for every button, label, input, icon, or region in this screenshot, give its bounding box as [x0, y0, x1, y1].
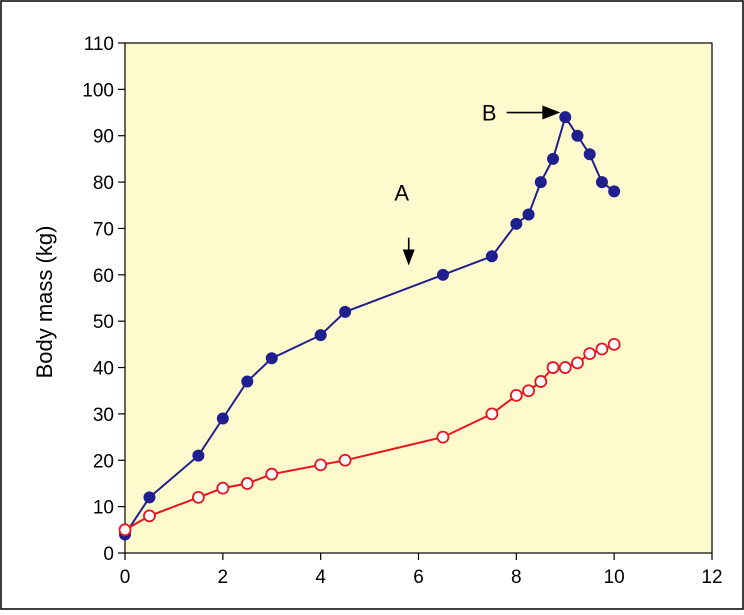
y-tick-label: 60: [93, 266, 114, 287]
y-axis: 0 10 20 30 40 50 60 70 80 90 100 110: [82, 34, 125, 565]
data-point: [339, 305, 352, 318]
data-point: [216, 481, 230, 495]
x-tick-label: 4: [315, 567, 326, 588]
data-point: [534, 176, 547, 189]
y-tick-label: 10: [93, 498, 114, 519]
data-point: [583, 148, 596, 161]
data-point: [571, 356, 584, 370]
y-axis-title: Body mass (kg): [32, 226, 57, 379]
y-tick-label: 30: [93, 405, 114, 426]
data-point: [314, 458, 328, 472]
plot-area: [124, 42, 713, 554]
data-point: [314, 329, 327, 342]
data-point: [534, 375, 548, 388]
data-point: [338, 453, 352, 467]
series-1: [119, 111, 621, 541]
data-point: [265, 467, 279, 481]
annotation-label: B: [482, 101, 497, 126]
data-point: [595, 342, 609, 356]
y-tick-label: 50: [93, 312, 114, 333]
data-point: [436, 268, 449, 281]
data-point: [607, 337, 621, 351]
y-tick-label: 70: [93, 219, 114, 240]
x-tick-label: 12: [701, 567, 722, 588]
y-tick-label: 110: [84, 34, 114, 55]
data-point: [509, 388, 523, 402]
data-point: [608, 185, 621, 198]
data-point: [216, 412, 229, 425]
data-point: [143, 491, 156, 504]
data-point: [241, 375, 254, 388]
annotation-arrowhead: [542, 105, 561, 120]
data-point: [558, 361, 572, 374]
y-tick-label: 40: [93, 359, 114, 380]
x-tick-label: 6: [413, 567, 424, 588]
data-point: [118, 523, 132, 537]
annotation-arrowhead: [402, 249, 415, 266]
y-tick-label: 0: [103, 544, 114, 565]
data-point: [240, 477, 254, 490]
data-point: [192, 449, 205, 462]
data-point: [143, 509, 156, 523]
y-tick-label: 90: [93, 127, 114, 148]
data-point: [485, 250, 498, 263]
annotations: AB: [394, 101, 561, 266]
x-tick-label: 0: [120, 567, 131, 588]
data-point: [191, 490, 205, 504]
data-point: [522, 208, 535, 221]
y-tick-label: 80: [93, 173, 114, 194]
series-layer: [118, 111, 621, 541]
x-tick-label: 10: [604, 567, 625, 588]
x-tick-label: 8: [511, 567, 522, 588]
data-point: [485, 407, 499, 421]
y-tick-label: 20: [93, 451, 114, 472]
data-point: [547, 152, 560, 165]
data-point: [571, 129, 584, 142]
data-point: [559, 111, 572, 124]
y-tick-label: 100: [82, 80, 114, 101]
data-point: [510, 217, 523, 230]
annotation-b: B: [482, 101, 561, 126]
annotation-label: A: [394, 181, 409, 206]
x-axis: 0 2 4 6 8 10 12: [120, 553, 723, 588]
data-point: [546, 361, 560, 374]
data-point: [583, 347, 597, 361]
data-point: [436, 430, 450, 444]
data-point: [265, 352, 278, 365]
annotation-a: A: [394, 181, 415, 266]
data-point: [522, 384, 535, 398]
x-tick-label: 2: [218, 567, 229, 588]
data-point: [595, 176, 608, 189]
series-2: [118, 337, 621, 537]
